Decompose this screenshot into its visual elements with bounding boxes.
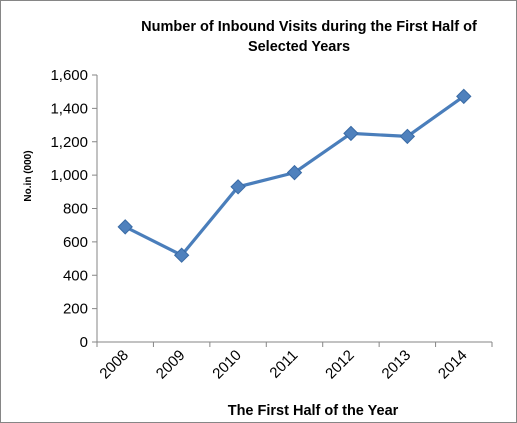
data-point-marker (230, 179, 246, 195)
y-tick-label: 200 (63, 301, 88, 318)
x-tick-label: 2014 (435, 347, 471, 383)
y-tick-label: 1,400 (50, 100, 88, 117)
chart-title-line-1: Number of Inbound Visits during the Firs… (141, 19, 477, 35)
x-tick-label: 2009 (153, 347, 189, 383)
x-ticks: 2008 2009 2010 2011 2012 2013 2014 (96, 342, 493, 383)
y-tick-label: 1,200 (50, 134, 88, 151)
y-tick-label: 1,000 (50, 167, 88, 184)
data-point-marker (173, 247, 190, 263)
y-tick-label: 600 (63, 234, 88, 251)
y-tick-label: 0 (80, 334, 88, 351)
x-tick-label: 2011 (266, 347, 301, 382)
x-tick-label: 2013 (379, 347, 415, 383)
x-axis-label: The First Half of the Year (228, 403, 399, 419)
y-tick-label: 800 (63, 201, 88, 218)
y-axis-label: No.in (000) (23, 150, 34, 201)
data-point-marker (117, 219, 133, 235)
x-tick-label: 2012 (322, 347, 358, 383)
y-tick-label: 1,600 (50, 67, 88, 84)
chart-title-line-2: Selected Years (248, 39, 350, 55)
data-point-marker (456, 88, 472, 105)
data-point-marker (399, 128, 416, 145)
y-tick-label: 400 (63, 267, 88, 284)
y-ticks: 0 200 400 600 800 1,000 1,200 1,400 1,600 (50, 67, 97, 351)
series-group (117, 88, 472, 263)
x-tick-label: 2010 (209, 347, 245, 383)
data-point-marker (286, 164, 303, 181)
x-tick-label: 2008 (96, 347, 132, 383)
data-point-marker (343, 125, 359, 142)
